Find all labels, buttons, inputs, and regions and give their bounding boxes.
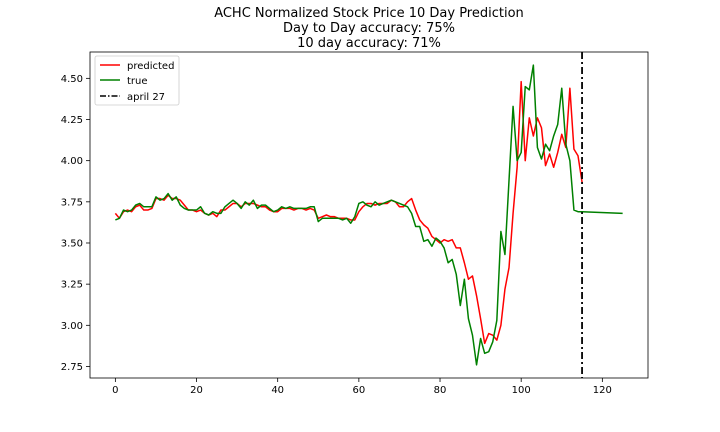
legend: predicted true april 27 — [94, 55, 180, 106]
plot-area — [89, 51, 649, 379]
y-tick-label: 4.00 — [61, 156, 83, 167]
x-tick-label: 60 — [352, 385, 365, 396]
y-tick-label: 2.75 — [61, 362, 83, 373]
x-tick-label: 40 — [271, 385, 284, 396]
x-tick-label: 120 — [593, 385, 612, 396]
y-tick-label: 3.50 — [61, 238, 83, 249]
x-tick-label: 80 — [434, 385, 447, 396]
y-axis: 2.75 3.00 3.25 3.50 3.75 4.00 4.25 4.50 — [61, 74, 90, 373]
legend-label-april-27: april 27 — [127, 92, 165, 103]
legend-label-predicted: predicted — [127, 61, 174, 72]
axes-background — [90, 52, 648, 378]
x-tick-label: 20 — [190, 385, 203, 396]
x-axis: 0 20 40 60 80 100 120 — [112, 378, 612, 396]
y-tick-label: 4.50 — [61, 74, 83, 85]
axes-frame — [89, 51, 649, 379]
x-tick-label: 0 — [112, 385, 118, 396]
y-tick-label: 3.25 — [61, 280, 83, 291]
series-line-true — [115, 64, 623, 366]
x-tick-label: 100 — [512, 385, 531, 396]
title-line-3: 10 day accuracy: 71% — [297, 36, 441, 51]
series-layer — [114, 64, 623, 366]
chart-title: ACHC Normalized Stock Price 10 Day Predi… — [214, 6, 524, 51]
legend-box — [94, 55, 180, 106]
legend-label-true: true — [127, 76, 148, 87]
title-line-2: Day to Day accuracy: 75% — [283, 21, 455, 36]
y-tick-label: 3.75 — [61, 197, 83, 208]
y-tick-label: 3.00 — [61, 321, 83, 332]
y-tick-label: 4.25 — [61, 115, 83, 126]
title-line-1: ACHC Normalized Stock Price 10 Day Predi… — [214, 6, 524, 21]
